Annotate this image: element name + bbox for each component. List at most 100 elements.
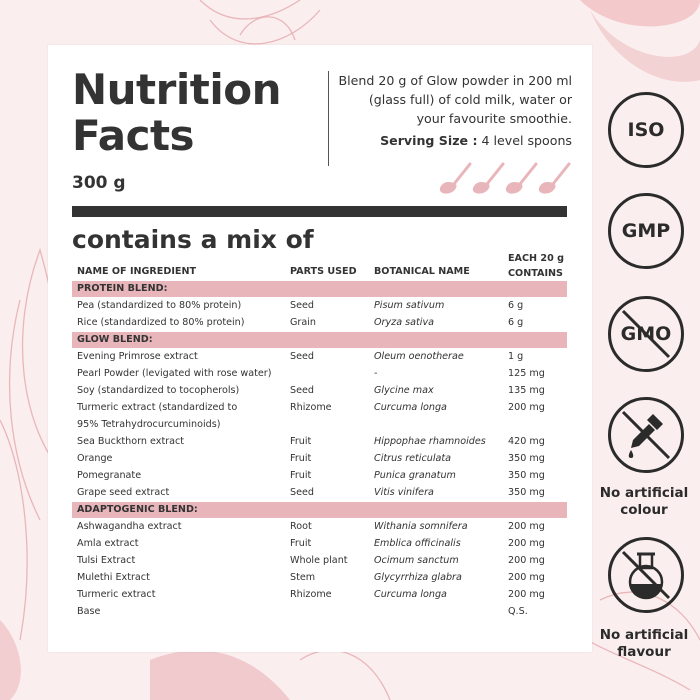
no-artificial-colour-label: No artificial colour (599, 485, 689, 518)
flask-icon (608, 537, 684, 613)
column-header-botanical: BOTANICAL NAME (374, 266, 470, 277)
table-row: Turmeric extract (standardized to Rhizome… (72, 400, 567, 416)
ingredient-name: Base (77, 606, 101, 617)
botanical-name: Glycyrrhiza glabra (374, 572, 462, 583)
table-row: Ashwagandha extract Root Withania somnifer… (72, 519, 567, 535)
iso-badge-icon: ISO (608, 92, 684, 168)
table-row: 95% Tetrahydrocurcuminoids) (72, 417, 567, 433)
amount: 350 mg (508, 487, 545, 498)
part-used: Fruit (290, 453, 312, 464)
ingredient-name: Ashwagandha extract (77, 521, 182, 532)
part-used: Whole plant (290, 555, 348, 566)
iso-badge-text: ISO (627, 119, 665, 141)
gmp-badge-icon: GMP (608, 193, 684, 269)
serving-size: Serving Size : 4 level spoons (338, 133, 572, 148)
section-header-label: ADAPTOGENIC BLEND: (77, 504, 198, 515)
net-weight: 300 g (72, 173, 126, 193)
amount: 1 g (508, 351, 524, 362)
botanical-name: Vitis vinifera (374, 487, 434, 498)
no-dropper-icon (608, 397, 684, 473)
ingredient-name: Turmeric extract (standardized to (77, 402, 238, 413)
ingredient-name: Evening Primrose extract (77, 351, 198, 362)
part-used: Rhizome (290, 402, 332, 413)
ingredient-name: Orange (77, 453, 113, 464)
botanical-name: - (374, 368, 378, 379)
ingredient-name: Soy (standardized to tocopherols) (77, 385, 240, 396)
vertical-divider (328, 71, 329, 166)
ingredient-name: Pea (standardized to 80% protein) (77, 300, 242, 311)
serving-size-value: 4 level spoons (481, 133, 572, 148)
part-used: Fruit (290, 538, 312, 549)
section-header: ADAPTOGENIC BLEND: (72, 502, 567, 518)
amount: 6 g (508, 300, 524, 311)
botanical-name: Glycine max (374, 385, 434, 396)
table-row: Sea Buckthorn extract Fruit Hippophae rham… (72, 434, 567, 450)
amount: 135 mg (508, 385, 545, 396)
table-row: Amla extract Fruit Emblica officinalis 200 … (72, 536, 567, 552)
no-gmo-badge-icon: GMO (608, 296, 684, 372)
serving-size-label: Serving Size : (380, 133, 478, 148)
table-row: Base Q.S. (72, 604, 567, 620)
part-used: Seed (290, 300, 314, 311)
amount: 200 mg (508, 538, 545, 549)
table-row: Grape seed extract Seed Vitis vinifera 350 … (72, 485, 567, 501)
table-row: Evening Primrose extract Seed Oleum oenoth… (72, 349, 567, 365)
amount: 200 mg (508, 555, 545, 566)
botanical-name: Oleum oenotherae (374, 351, 464, 362)
spoon-icon (538, 162, 571, 194)
botanical-name: Withania somnifera (374, 521, 468, 532)
ingredient-name: Grape seed extract (77, 487, 170, 498)
amount: Q.S. (508, 606, 528, 617)
part-used: Seed (290, 487, 314, 498)
preparation-instructions: Blend 20 g of Glow powder in 200 ml (gla… (338, 73, 572, 126)
amount: 420 mg (508, 436, 545, 447)
ingredient-name: Turmeric extract (77, 589, 156, 600)
column-header-amount: EACH 20 g CONTAINS (508, 253, 564, 279)
table-row: Turmeric extract Rhizome Curcuma longa 200 … (72, 587, 567, 603)
mix-heading: contains a mix of (72, 225, 314, 254)
botanical-name: Citrus reticulata (374, 453, 452, 464)
amount: 200 mg (508, 402, 545, 413)
botanical-name: Curcuma longa (374, 589, 447, 600)
amount: 6 g (508, 317, 524, 328)
amount: 125 mg (508, 368, 545, 379)
ingredient-name: Pomegranate (77, 470, 142, 481)
part-used: Stem (290, 572, 316, 583)
botanical-name: Oryza sativa (374, 317, 434, 328)
botanical-name: Hippophae rhamnoides (374, 436, 486, 447)
nutrition-facts-card: Nutrition Facts 300 g Blend 20 g of Glow… (48, 45, 592, 652)
dropper-icon (621, 410, 671, 460)
section-header: PROTEIN BLEND: (72, 281, 567, 297)
ingredient-name: Amla extract (77, 538, 139, 549)
section-header-label: GLOW BLEND: (77, 334, 153, 345)
section-header-label: PROTEIN BLEND: (77, 283, 168, 294)
gmp-badge-text: GMP (621, 220, 671, 242)
prohibition-slash-icon (621, 309, 671, 359)
table-row: Pea (standardized to 80% protein) Seed Pis… (72, 298, 567, 314)
table-row: Rice (standardized to 80% protein) Grain O… (72, 315, 567, 331)
table-row: Tulsi Extract Whole plant Ocimum sanctum 20… (72, 553, 567, 569)
part-used: Fruit (290, 436, 312, 447)
part-used: Root (290, 521, 312, 532)
table-row: Mulethi Extract Stem Glycyrrhiza glabra 200… (72, 570, 567, 586)
table-row: Orange Fruit Citrus reticulata 350 mg (72, 451, 567, 467)
spoons-illustration (438, 160, 573, 198)
no-artificial-flavour-label: No artificial flavour (599, 627, 689, 660)
heavy-rule (72, 206, 567, 217)
spoon-icon (439, 162, 472, 194)
botanical-name: Ocimum sanctum (374, 555, 459, 566)
amount: 200 mg (508, 572, 545, 583)
ingredient-name: 95% Tetrahydrocurcuminoids) (77, 419, 221, 430)
ingredient-name: Mulethi Extract (77, 572, 150, 583)
botanical-name: Emblica officinalis (374, 538, 461, 549)
page-title: Nutrition Facts (72, 65, 281, 160)
part-used: Rhizome (290, 589, 332, 600)
table-row: Soy (standardized to tocopherols) Seed Gly… (72, 383, 567, 399)
section-header: GLOW BLEND: (72, 332, 567, 348)
part-used: Seed (290, 351, 314, 362)
amount: 200 mg (508, 521, 545, 532)
botanical-name: Punica granatum (374, 470, 456, 481)
botanical-name: Pisum sativum (374, 300, 445, 311)
part-used: Grain (290, 317, 317, 328)
